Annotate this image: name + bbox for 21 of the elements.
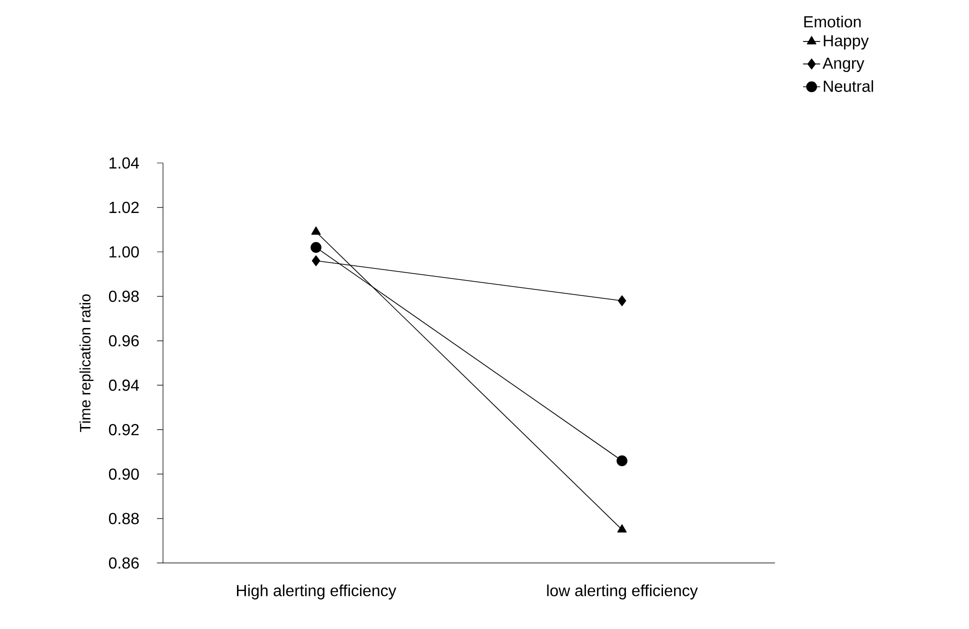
y-tick-label: 0.96 [108,335,139,346]
point [618,295,626,306]
y-tick-label: 0.98 [108,290,139,302]
x-tick-label: High alerting efficiency [236,584,396,600]
point [310,242,322,253]
y-tick-label: 1.04 [110,157,139,169]
y-tick-label: 0.90 [108,468,139,480]
point [616,455,628,466]
legend-label: Angry [822,58,864,72]
y-axis-title: Time replication ratio [79,294,94,432]
y-tick-label: 1.00 [110,246,139,258]
legend-label: Neutral [824,80,874,92]
legend-title: Emotion [804,16,861,28]
legend-label: Happy [824,35,869,50]
y-tick-label: 0.92 [108,424,139,436]
y-tick-label: 0.88 [108,512,139,524]
y-tick-label: 1.02 [110,202,139,214]
x-tick-label: low alerting efficiency [547,584,698,600]
y-tick-label: 0.94 [108,380,139,391]
point [312,255,320,266]
y-tick-label: 0.86 [108,557,139,569]
